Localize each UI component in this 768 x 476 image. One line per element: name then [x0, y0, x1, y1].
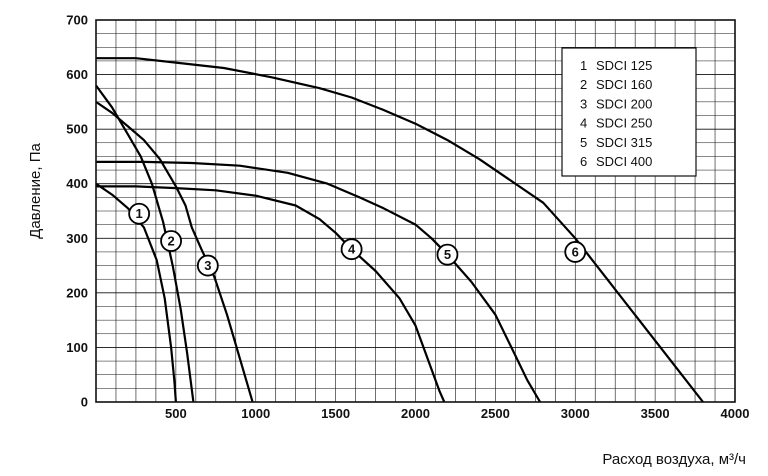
y-tick-label: 0 — [81, 395, 88, 410]
curve-marker-label-4: 4 — [348, 242, 356, 257]
curve-6 — [96, 57, 704, 403]
x-tick-label: 2500 — [481, 406, 510, 421]
curve-marker-label-1: 1 — [136, 206, 143, 221]
curve-marker-5 — [436, 243, 459, 266]
x-tick-label: 3000 — [561, 406, 590, 421]
y-tick-label: 100 — [66, 340, 88, 355]
legend-item-label: SDCI 315 — [596, 135, 652, 150]
x-axis-label: Расход воздуха, м³/ч — [602, 451, 746, 468]
legend-item-number: 2 — [580, 77, 587, 92]
legend-item-label: SDCI 125 — [596, 58, 652, 73]
x-tick-labels: 500 1000 1500 2000 2500 3000 3500 4000 — [165, 406, 749, 421]
curve-marker-1 — [128, 202, 151, 225]
x-tick-label: 1500 — [321, 406, 350, 421]
curve-marker-label-2: 2 — [167, 234, 174, 249]
curve-4 — [96, 185, 446, 403]
y-tick-label: 400 — [66, 176, 88, 191]
y-tick-label: 700 — [66, 13, 88, 28]
plot-frame — [95, 19, 736, 403]
y-tick-label: 600 — [66, 67, 88, 82]
y-tick-label: 500 — [66, 122, 88, 137]
y-tick-label: 300 — [66, 231, 88, 246]
curve-markers: 1 2 3 4 5 6 — [128, 202, 587, 277]
legend-item-number: 6 — [580, 154, 587, 169]
curve-marker-label-6: 6 — [572, 244, 579, 259]
legend-item-number: 5 — [580, 135, 587, 150]
curves — [95, 57, 704, 403]
y-tick-label: 200 — [66, 285, 88, 300]
legend: 1 SDCI 125 2 SDCI 160 3 SDCI 200 4 SDCI 250 5 SDC… — [561, 47, 697, 177]
curve-marker-6 — [564, 241, 587, 263]
legend-item-label: SDCI 400 — [596, 154, 652, 169]
y-tick-labels: 0 100 200 300 400 500 600 700 — [66, 13, 88, 410]
curve-marker-label-5: 5 — [444, 247, 451, 262]
legend-item-number: 3 — [580, 96, 587, 111]
legend-item-label: SDCI 160 — [596, 77, 652, 92]
curve-5 — [96, 160, 542, 403]
curve-marker-2 — [160, 230, 182, 252]
x-tick-label: 500 — [165, 406, 187, 421]
legend-item-label: SDCI 250 — [596, 116, 652, 131]
curve-marker-4 — [340, 238, 363, 261]
curve-3 — [95, 100, 254, 403]
curve-marker-3 — [196, 254, 219, 277]
y-axis-label: Давление, Па — [27, 143, 44, 239]
x-tick-label: 3500 — [641, 406, 670, 421]
curve-marker-label-3: 3 — [204, 258, 211, 273]
curve-1 — [95, 182, 177, 403]
legend-item-number: 1 — [580, 58, 587, 73]
legend-item-label: SDCI 200 — [596, 96, 652, 111]
legend-item-number: 4 — [580, 116, 587, 131]
legend-box — [561, 47, 697, 177]
x-tick-label: 1000 — [241, 406, 270, 421]
x-tick-label: 4000 — [721, 406, 750, 421]
x-tick-label: 2000 — [401, 406, 430, 421]
